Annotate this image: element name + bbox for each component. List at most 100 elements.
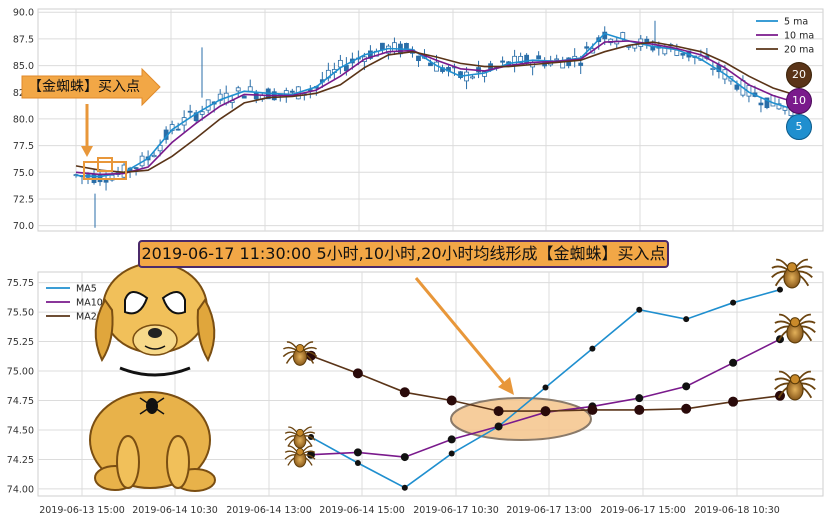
spider-head [789, 374, 801, 385]
bottom-plot-frame [37, 271, 824, 497]
candle-body [235, 87, 241, 92]
bot-y-tick-label: 74.75 [7, 396, 34, 407]
spider-head [296, 428, 304, 437]
bot-x-tick-label: 2019-06-14 10:30 [132, 505, 218, 516]
bot-x-tick-label: 2019-06-18 10:30 [694, 505, 780, 516]
candle-body [554, 58, 560, 61]
bot-point-MA10 [400, 453, 409, 462]
bot-legend-label: MA5 [76, 284, 97, 295]
bot-point-MA20 [540, 406, 551, 417]
bot-point-MA5 [401, 484, 408, 491]
top-y-ticks: 70.072.575.077.580.082.585.087.590.0 [13, 8, 34, 232]
top-y-tick-label: 75.0 [13, 168, 34, 179]
top-y-tick-label: 90.0 [13, 8, 34, 19]
candle-body [764, 97, 770, 109]
bot-point-MA20 [446, 395, 457, 406]
buy-down-arrowhead [81, 146, 93, 157]
candle-body [770, 95, 776, 107]
bot-y-tick-label: 75.00 [7, 367, 34, 378]
top-line-20-ma [75, 41, 798, 174]
bot-point-MA5 [777, 286, 783, 293]
candle-body [289, 90, 295, 93]
bot-x-tick-label: 2019-06-17 15:00 [600, 505, 686, 516]
top-legend: 5 ma 10 ma 20 ma [756, 17, 814, 56]
candle-body [674, 49, 680, 56]
top-y-tick-label: 70.0 [13, 221, 34, 232]
bot-point-MA10 [635, 394, 644, 403]
bot-point-MA5 [589, 345, 596, 352]
ma10-badge: 10 [786, 88, 812, 114]
bot-point-MA10 [682, 382, 691, 391]
candle-body [392, 42, 397, 53]
candle-body [368, 50, 373, 59]
spider-icon [771, 258, 813, 289]
candle-body [133, 167, 139, 169]
candle-body [680, 53, 686, 56]
bot-point-MA20 [728, 396, 739, 407]
candlesticks [73, 20, 794, 228]
bot-y-tick-label: 75.25 [7, 337, 34, 348]
top-line-10-ma [75, 40, 798, 176]
spider-icon [284, 426, 316, 449]
top-legend-label: 10 ma [784, 31, 814, 42]
bot-x-tick-label: 2019-06-17 13:00 [506, 505, 592, 516]
top-legend-label: 20 ma [784, 45, 814, 56]
bot-point-MA20 [681, 403, 692, 414]
buy-zone-box-inner [97, 157, 113, 172]
bottom-legend: MA5 MA10 MA20 [46, 284, 103, 323]
annotation-arrowhead [498, 377, 514, 395]
candle-body [428, 62, 433, 67]
candle-body [157, 144, 163, 152]
annotation-arrow-line [414, 277, 508, 387]
buy-point-label: 【金蜘蛛】买入点 [28, 79, 140, 95]
bottom-ma-lines [306, 286, 785, 491]
top-grid [38, 9, 823, 231]
top-line-5-ma [75, 32, 798, 178]
bot-point-MA5 [636, 306, 643, 313]
bot-point-MA20 [587, 404, 598, 415]
spider-dog-illustration [89, 262, 216, 492]
bot-point-MA10 [729, 358, 738, 367]
ma5-badge: 5 [786, 114, 812, 140]
bot-legend-label: MA10 [76, 298, 103, 309]
candle-body [584, 46, 590, 49]
bot-point-MA5 [730, 299, 737, 306]
candle-body [776, 103, 782, 110]
candle-body [710, 67, 716, 71]
bot-y-tick-label: 74.25 [7, 455, 34, 466]
bot-x-tick-label: 2019-06-14 13:00 [226, 505, 312, 516]
bottom-x-ticks: 2019-06-13 15:00 2019-06-14 10:30 2019-06-… [39, 505, 780, 516]
candle-body [470, 76, 475, 79]
bottom-y-ticks: 74.00 74.25 74.50 74.75 75.00 75.25 75.50 75.75 [7, 278, 34, 495]
bot-point-MA10 [353, 448, 362, 457]
bot-x-tick-label: 2019-06-13 15:00 [39, 505, 125, 516]
spider-icon [284, 445, 316, 468]
candle-body [416, 55, 421, 62]
spider-icon [774, 313, 816, 344]
candle-body [151, 154, 157, 158]
bot-point-MA20 [493, 406, 504, 417]
candle-body [337, 59, 343, 68]
candle-body [500, 60, 505, 63]
bot-point-MA5 [542, 384, 549, 391]
bot-point-MA20 [352, 368, 363, 379]
candle-body [536, 55, 542, 60]
candle-body [578, 62, 584, 66]
crossover-banner: 2019-06-17 11:30:00 5小时,10小时,20小时均线形成【金蜘… [138, 240, 669, 268]
candle-body [734, 84, 740, 90]
candle-body [380, 42, 385, 51]
candle-body [199, 111, 205, 115]
candle-body [626, 45, 632, 48]
bot-point-MA5 [354, 459, 361, 466]
spider-head [786, 262, 798, 273]
bot-point-MA20 [399, 387, 410, 398]
top-y-tick-label: 77.5 [13, 141, 34, 152]
bot-point-MA5 [448, 450, 455, 457]
buy-zone-box [83, 161, 127, 180]
candle-body [187, 110, 193, 113]
bot-y-tick-label: 74.00 [7, 484, 34, 495]
candle-body [620, 32, 626, 40]
top-y-tick-label: 80.0 [13, 114, 34, 125]
spider-icon [774, 370, 816, 401]
bot-y-tick-label: 75.50 [7, 308, 34, 319]
